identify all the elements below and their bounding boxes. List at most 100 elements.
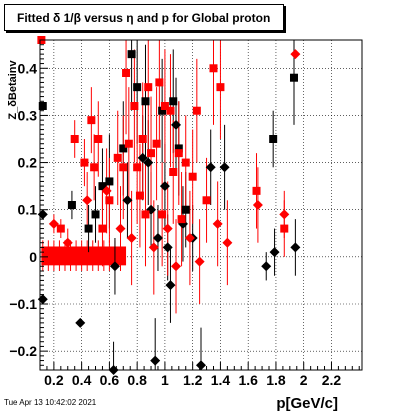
plot-frame-layer: [40, 40, 362, 370]
data-point-diamond: [171, 119, 182, 130]
x-tick-label: 1.4: [211, 372, 231, 388]
data-point-square: [113, 153, 122, 162]
y-tick-label: 0.1: [18, 202, 38, 218]
plot-area: [40, 40, 362, 370]
data-point-diamond: [82, 195, 93, 206]
data-point-diamond: [290, 242, 301, 253]
data-point-square: [252, 186, 261, 195]
x-tick-label: 1.8: [266, 372, 286, 388]
data-point-square: [130, 102, 139, 110]
data-point-diamond: [196, 360, 206, 371]
data-point-diamond: [148, 242, 159, 253]
dense-point-band: [41, 246, 127, 266]
data-point-square: [158, 106, 167, 115]
data-point-square: [119, 144, 128, 153]
data-point-diamond: [219, 162, 230, 173]
y-tick-label: 0: [29, 249, 37, 265]
data-point-square: [122, 69, 131, 77]
data-point-square: [144, 83, 153, 92]
data-point-diamond: [150, 355, 161, 366]
data-point-square: [202, 196, 211, 205]
data-point-diamond: [143, 157, 154, 168]
data-point-square: [216, 83, 225, 92]
y-tick-label: −0.2: [9, 343, 37, 359]
data-point-diamond: [279, 209, 290, 220]
data-point-square: [70, 135, 79, 143]
data-point-square: [133, 83, 142, 92]
x-axis-label: p[GeV/c]: [276, 395, 338, 412]
data-point-square: [158, 210, 167, 219]
data-point-diamond: [184, 233, 195, 243]
x-tick-label: 0.8: [127, 372, 147, 388]
data-point-square: [133, 163, 142, 172]
x-tick-label: 0.2: [44, 372, 64, 388]
axis-layer: 0.2 0.4 0.6 0.8 1 1.2 1.4 1.6 1.8 2 2.2 −0.2 −0.1 0 0.…: [9, 39, 363, 388]
data-point-diamond: [222, 237, 233, 248]
data-point-square: [181, 205, 190, 214]
data-point-square: [56, 224, 65, 233]
data-point-diamond: [171, 261, 182, 272]
x-tick-label: 0.6: [100, 372, 120, 388]
data-point-square: [141, 97, 150, 106]
data-point-square: [87, 116, 96, 125]
x-tick-label: 1: [161, 372, 169, 388]
x-tick-label: 0.4: [72, 372, 92, 388]
data-point-square: [67, 201, 76, 209]
y-tick-label: 0.2: [18, 155, 38, 171]
data-point-diamond: [101, 185, 112, 196]
data-point-square: [174, 149, 183, 158]
chart-title: Fitted δ 1/β versus η and p for Global p…: [17, 11, 271, 25]
y-tick-label: 0.4: [18, 60, 38, 76]
data-point-diamond: [162, 242, 173, 253]
data-point-diamond: [290, 49, 301, 60]
data-point-square: [119, 163, 128, 172]
data-point-diamond: [205, 162, 216, 173]
data-point-square: [188, 172, 197, 181]
data-point-square: [155, 78, 164, 87]
data-point-square: [160, 102, 169, 110]
x-tick-label: 1.6: [238, 372, 258, 388]
data-point-diamond: [269, 247, 280, 258]
data-point-square: [181, 158, 190, 167]
data-point-diamond: [162, 223, 173, 234]
data-point-square: [280, 224, 289, 233]
data-point-square: [94, 135, 103, 143]
data-point-square: [169, 97, 178, 106]
data-point-diamond: [212, 218, 223, 229]
data-point-square: [98, 224, 107, 233]
data-point-square: [192, 106, 201, 115]
data-point-diamond: [252, 200, 263, 210]
data-point-square: [127, 50, 136, 59]
data-point-diamond: [122, 195, 133, 206]
data-point-square: [90, 163, 99, 172]
data-point-square: [174, 144, 183, 153]
data-point-square: [209, 64, 218, 73]
data-point-diamond: [137, 152, 148, 163]
chart-title-box: Fitted δ 1/β versus η and p for Global p…: [4, 4, 284, 31]
data-point-square: [105, 177, 114, 186]
data-point-square: [135, 191, 144, 200]
y-axis-label: Z_δBetainv: [7, 59, 19, 119]
data-point-square: [80, 158, 89, 167]
data-point-square: [98, 182, 107, 191]
x-tick-label: 1.2: [183, 372, 203, 388]
data-point-diamond: [75, 317, 86, 328]
data-point-square: [141, 210, 150, 219]
x-tick-label: 2: [300, 372, 308, 388]
data-point-diamond: [48, 218, 59, 229]
data-point-square: [147, 149, 156, 158]
data-point-diamond: [194, 256, 205, 267]
data-point-diamond: [109, 261, 120, 272]
x-tick-label: 2.2: [322, 372, 342, 388]
data-point-diamond: [126, 233, 137, 243]
y-tick-label: 0.3: [18, 107, 38, 123]
data-point-square: [84, 224, 93, 233]
data-point-diamond: [115, 223, 126, 234]
timestamp: Tue Apr 13 10:42:02 2021: [4, 398, 97, 407]
data-point-square: [177, 215, 186, 224]
data-point-diamond: [165, 280, 176, 291]
y-tick-label: −0.1: [9, 296, 37, 312]
data-point-diamond: [159, 181, 170, 192]
data-point-square: [124, 139, 133, 148]
